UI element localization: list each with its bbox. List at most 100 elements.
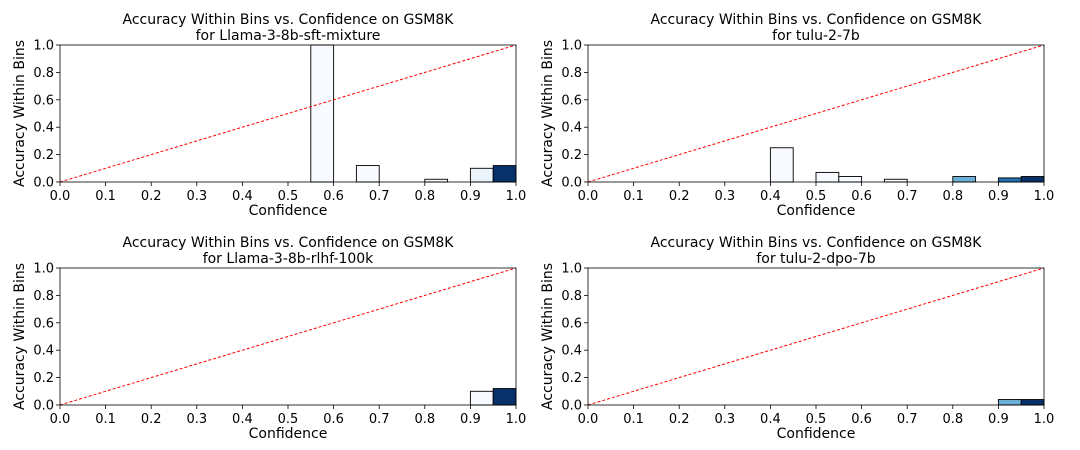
x-tick-label: 0.2: [669, 412, 690, 427]
perfect-calibration-line: [587, 44, 1045, 183]
y-tick-label: 0.2: [561, 148, 582, 163]
x-tick-label: 0.6: [851, 412, 872, 427]
x-tick-label: 0.0: [578, 412, 599, 427]
bar: [997, 399, 1022, 406]
bar: [1020, 176, 1045, 183]
x-tick-label: 0.5: [278, 189, 299, 204]
x-tick-label: 0.8: [942, 189, 963, 204]
x-tick-label: 0.3: [714, 189, 735, 204]
x-tick-label: 0.1: [623, 412, 644, 427]
y-tick-label: 0.4: [561, 344, 582, 359]
x-tick-label: 0.4: [232, 412, 253, 427]
y-tick-label: 0.2: [33, 148, 54, 163]
x-tick-label: 0.4: [760, 189, 781, 204]
x-tick-label: 0.6: [851, 189, 872, 204]
y-tick-label: 1.0: [561, 262, 582, 277]
x-axis-label: Confidence: [777, 203, 856, 219]
bar: [883, 178, 908, 183]
x-tick-label: 0.4: [232, 189, 253, 204]
y-tick-label: 0.8: [33, 289, 54, 304]
x-tick-label: 1.0: [1034, 189, 1055, 204]
bar: [838, 176, 863, 183]
y-axis-label: Accuracy Within Bins: [12, 40, 28, 187]
bar: [1020, 399, 1045, 406]
x-tick-label: 0.5: [806, 412, 827, 427]
bar: [310, 44, 335, 183]
x-tick-label: 0.2: [141, 189, 162, 204]
y-axis-label: Accuracy Within Bins: [12, 263, 28, 410]
y-tick-label: 0.8: [561, 66, 582, 81]
y-tick-label: 0.4: [33, 121, 54, 136]
chart-panel-4: 0.0 0.1 0.2 0.3 0.4 0.5 0.6 0.7 0.8 0.9 1.0 0.0 0.2 0…: [540, 235, 1054, 442]
x-tick-label: 0.9: [460, 412, 481, 427]
chart-subtitle: for Llama-3-8b-sft-mixture: [196, 28, 381, 44]
y-tick-label: 0.0: [33, 399, 54, 414]
y-tick-label: 0.6: [561, 316, 582, 331]
chart-panel-3: 0.0 0.1 0.2 0.3 0.4 0.5 0.6 0.7 0.8 0.9 1.0 0.0 0.2 0…: [12, 235, 526, 442]
x-tick-label: 0.7: [369, 412, 390, 427]
bar: [469, 167, 494, 183]
x-tick-label: 0.3: [186, 189, 207, 204]
bar: [952, 176, 977, 183]
y-tick-label: 0.0: [33, 176, 54, 191]
x-tick-label: 0.0: [50, 412, 71, 427]
x-tick-label: 0.8: [414, 412, 435, 427]
chart-title: Accuracy Within Bins vs. Confidence on G…: [123, 235, 455, 251]
x-tick-label: 0.9: [988, 189, 1009, 204]
bar: [469, 390, 494, 406]
x-tick-label: 0.0: [578, 189, 599, 204]
chart-title: Accuracy Within Bins vs. Confidence on G…: [123, 12, 455, 28]
y-axis-label: Accuracy Within Bins: [540, 263, 556, 410]
chart-subtitle: for tulu-2-dpo-7b: [756, 251, 875, 267]
x-tick-label: 0.9: [988, 412, 1009, 427]
y-axis-label: Accuracy Within Bins: [540, 40, 556, 187]
x-axis-label: Confidence: [249, 426, 328, 442]
x-tick-label: 1.0: [1034, 412, 1055, 427]
x-tick-label: 0.0: [50, 189, 71, 204]
y-tick-label: 1.0: [33, 39, 54, 54]
perfect-calibration-line: [59, 267, 517, 406]
y-tick-label: 0.8: [33, 66, 54, 81]
x-tick-label: 0.5: [806, 189, 827, 204]
x-tick-label: 0.7: [369, 189, 390, 204]
bar: [355, 165, 380, 183]
chart-panel-1: 0.0 0.1 0.2 0.3 0.4 0.5 0.6 0.7 0.8 0.9 1.0 0.0 0.2 0…: [12, 12, 526, 219]
x-tick-label: 0.7: [897, 412, 918, 427]
x-tick-label: 0.8: [414, 189, 435, 204]
y-tick-label: 0.4: [33, 344, 54, 359]
x-tick-label: 0.1: [95, 412, 116, 427]
y-tick-label: 0.6: [33, 316, 54, 331]
x-tick-label: 0.2: [141, 412, 162, 427]
perfect-calibration-line: [59, 44, 517, 183]
x-tick-label: 0.9: [460, 189, 481, 204]
bar: [492, 388, 517, 406]
x-tick-label: 1.0: [506, 189, 527, 204]
chart-title: Accuracy Within Bins vs. Confidence on G…: [651, 12, 983, 28]
y-tick-label: 0.4: [561, 121, 582, 136]
x-tick-label: 0.4: [760, 412, 781, 427]
bar: [769, 147, 794, 183]
bar: [424, 178, 449, 183]
chart-subtitle: for tulu-2-7b: [772, 28, 860, 44]
x-tick-label: 0.1: [95, 189, 116, 204]
chart-panel-2: 0.0 0.1 0.2 0.3 0.4 0.5 0.6 0.7 0.8 0.9 1.0 0.0 0.2 0…: [540, 12, 1054, 219]
x-tick-label: 0.8: [942, 412, 963, 427]
bar: [997, 177, 1022, 183]
x-tick-label: 0.6: [323, 412, 344, 427]
y-tick-label: 0.0: [561, 399, 582, 414]
y-tick-label: 0.2: [561, 371, 582, 386]
y-tick-label: 0.0: [561, 176, 582, 191]
x-tick-label: 1.0: [506, 412, 527, 427]
bar: [492, 165, 517, 183]
x-axis-label: Confidence: [249, 203, 328, 219]
chart-title: Accuracy Within Bins vs. Confidence on G…: [651, 235, 983, 251]
x-tick-label: 0.2: [669, 189, 690, 204]
x-axis-label: Confidence: [777, 426, 856, 442]
x-tick-label: 0.6: [323, 189, 344, 204]
x-tick-label: 0.1: [623, 189, 644, 204]
y-tick-label: 1.0: [561, 39, 582, 54]
y-tick-label: 0.2: [33, 371, 54, 386]
perfect-calibration-line: [587, 267, 1045, 406]
x-tick-label: 0.3: [186, 412, 207, 427]
